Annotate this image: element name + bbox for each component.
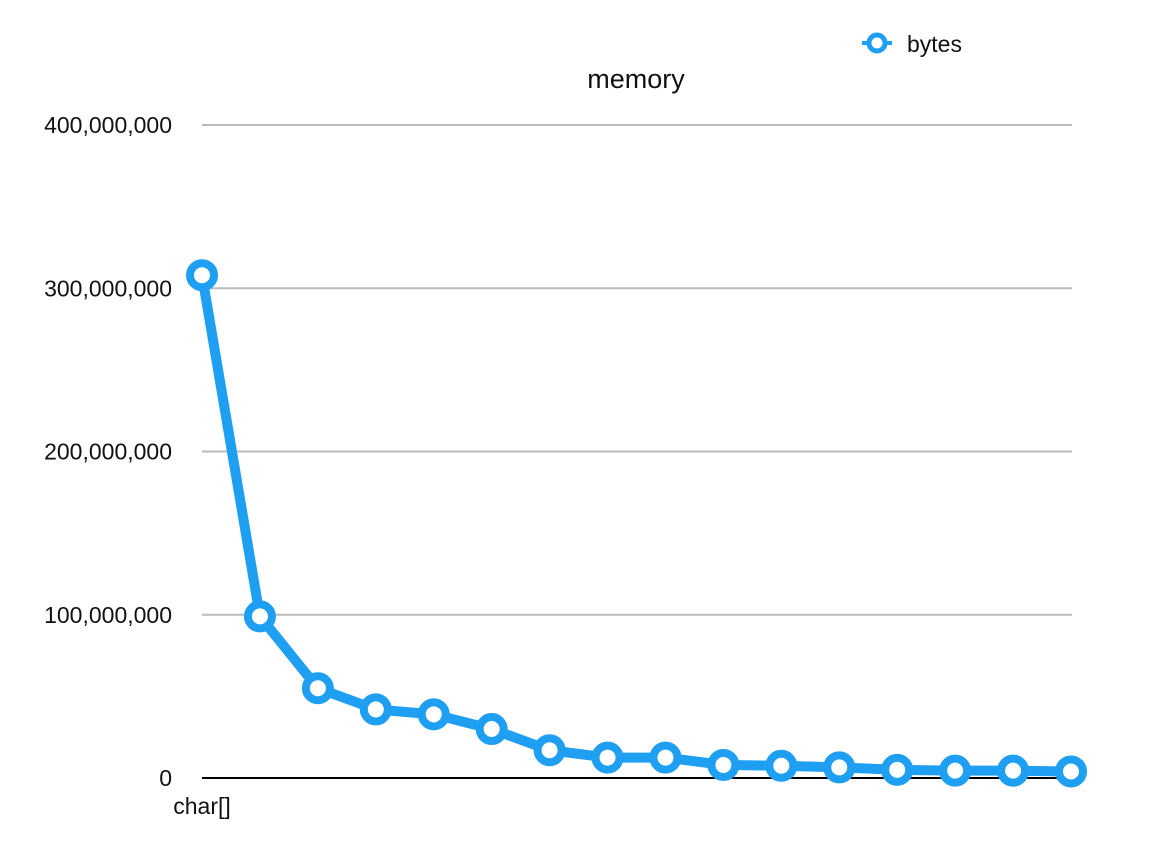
legend-marker: [866, 32, 888, 54]
y-tick-label: 200,000,000: [44, 439, 172, 465]
legend-label: bytes: [907, 31, 962, 57]
data-point: [591, 741, 624, 774]
y-tick-label: 0: [159, 765, 172, 791]
y-tick-label: 400,000,000: [44, 112, 172, 138]
legend: bytes: [862, 31, 962, 57]
data-point: [533, 734, 566, 767]
data-point: [186, 259, 218, 292]
data-point: [359, 693, 392, 726]
y-axis-ticks: 0 100,000,000 200,000,000 300,000,000 400,00…: [44, 112, 172, 791]
series-bytes: [186, 259, 1087, 788]
data-point: [765, 749, 798, 782]
chart-title-text: memory: [587, 64, 685, 94]
x-axis-ticks: char[]: [173, 793, 231, 819]
x-tick-label: char[]: [173, 793, 231, 819]
data-point: [1055, 755, 1087, 788]
data-point: [301, 672, 334, 705]
data-point: [939, 754, 972, 787]
y-tick-label: 300,000,000: [44, 275, 172, 301]
data-point: [881, 753, 914, 786]
y-tick-label: 100,000,000: [44, 602, 172, 628]
data-point: [417, 698, 450, 731]
chart-title: memory: [587, 64, 685, 94]
data-point: [823, 751, 856, 784]
data-point: [475, 713, 508, 746]
data-point: [243, 600, 276, 633]
data-point: [707, 748, 740, 781]
grid: [202, 124, 1072, 779]
data-point: [997, 754, 1030, 787]
series-line: [197, 270, 1076, 777]
data-point: [649, 741, 682, 774]
